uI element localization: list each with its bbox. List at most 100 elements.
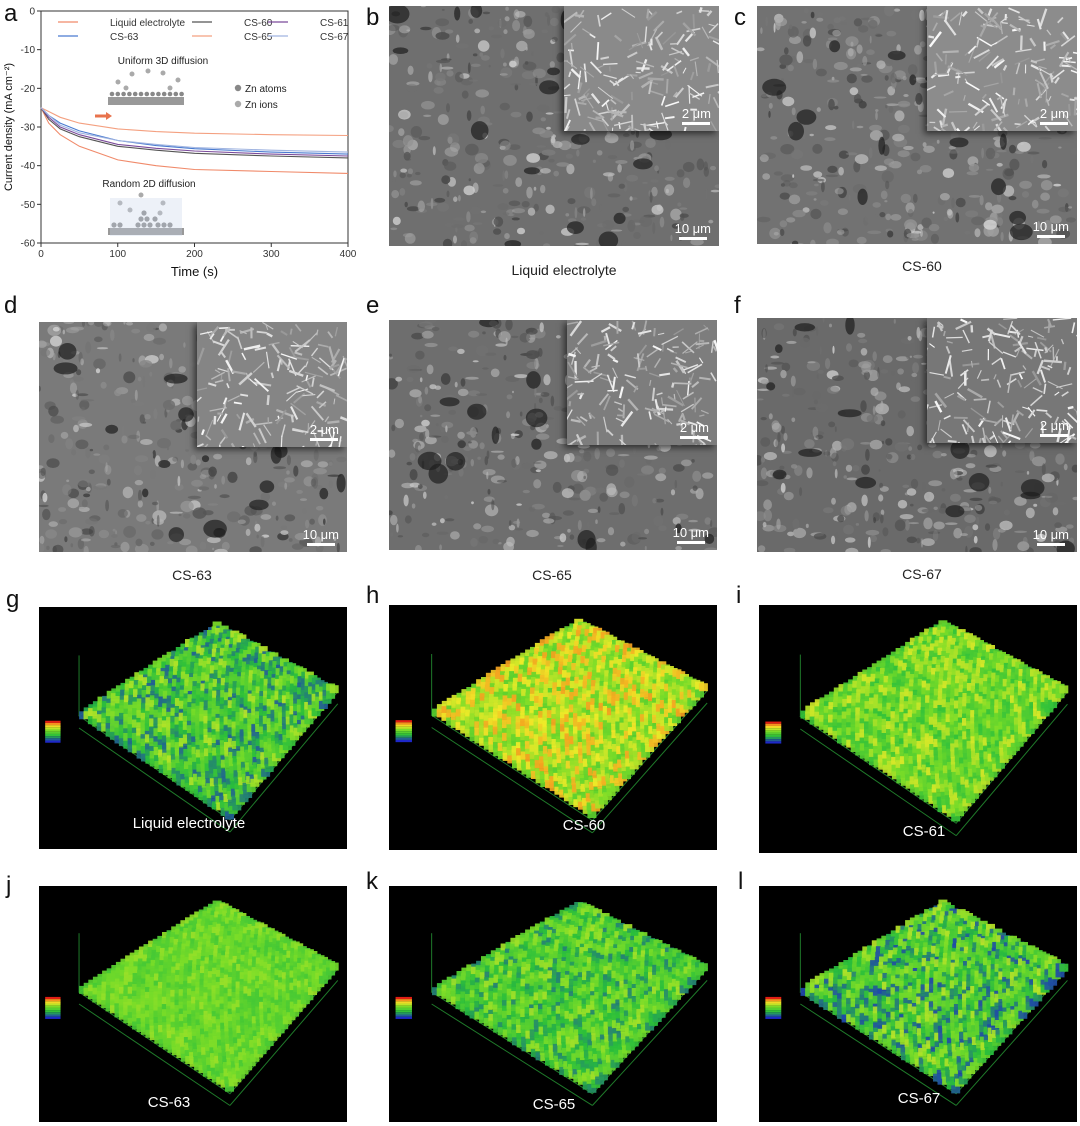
inset-flake [634, 128, 642, 131]
inset-flake [338, 436, 342, 447]
inset-flake [653, 328, 656, 337]
inset-flake [1061, 391, 1069, 397]
sem-grain [641, 465, 654, 475]
sem-grain [793, 387, 806, 396]
inset-flake [567, 389, 579, 401]
inset-flake [963, 94, 966, 101]
inset-flake [674, 382, 692, 385]
inset-flake [988, 341, 1004, 354]
inset-flake [581, 97, 592, 102]
inset-flake [973, 125, 981, 131]
sem-grain [985, 202, 993, 211]
sem-grain [955, 212, 960, 223]
sem-grain [485, 352, 497, 356]
sem-grain [832, 345, 835, 354]
y-tick-label: 0 [29, 7, 35, 18]
sem-grain [853, 93, 862, 104]
surface-cell [460, 725, 470, 734]
inset-flake [692, 92, 705, 99]
sem-grain [869, 35, 872, 44]
inset-flake [1066, 57, 1072, 63]
inset-flake [197, 396, 202, 403]
sem-grain [468, 79, 479, 82]
inset-flake [311, 377, 315, 387]
sem-grain [85, 486, 91, 492]
inset-flake [220, 428, 229, 439]
inset-flake [695, 342, 710, 346]
sem-grain [545, 204, 555, 214]
sem-grain [426, 364, 434, 375]
inset-flake [565, 109, 571, 120]
inset-flake [629, 74, 635, 80]
sem-grain [411, 332, 424, 340]
inset-flake [317, 366, 329, 376]
inset-flake [262, 322, 274, 330]
sem-grain [521, 462, 532, 469]
sem-grain [757, 47, 765, 52]
surface-cell [483, 741, 493, 750]
sem-grain [1052, 507, 1059, 516]
sem-grain [441, 435, 449, 444]
surface-cell [474, 721, 484, 730]
sem-grain [418, 136, 431, 141]
sem-grain [139, 360, 153, 368]
sem-grain [183, 342, 186, 348]
sem-grain [508, 200, 521, 207]
sem-grain [627, 219, 636, 232]
sem-grain [48, 521, 58, 527]
sem-grain [527, 207, 536, 216]
sem-grain [617, 164, 622, 173]
sem-grain [178, 513, 182, 517]
sem-grain [515, 456, 520, 465]
sem-grain [511, 208, 526, 214]
inset-flake [944, 355, 952, 374]
sem-grain [702, 472, 714, 479]
sem-grain [532, 68, 546, 79]
sem-grain [577, 470, 588, 483]
inset-flake [600, 12, 612, 21]
surface-cell [488, 717, 498, 726]
surface-cell [529, 712, 539, 721]
sem-grain [894, 110, 905, 122]
surface-cell [535, 768, 545, 777]
sem-grain [540, 168, 551, 174]
inset-flake [296, 388, 309, 393]
scale-bar-line [676, 541, 705, 544]
sem-grain [550, 17, 559, 27]
sem-grain [174, 483, 184, 491]
surface-cell [225, 811, 234, 820]
sem-pit [1009, 223, 1033, 241]
sem-grain [921, 508, 936, 513]
sem-grain [510, 111, 522, 118]
inset-flake [970, 407, 987, 420]
inset-flake [210, 371, 226, 380]
inset-flake [939, 120, 944, 128]
sem-grain [691, 459, 695, 463]
inset-flake [610, 98, 617, 105]
scale-bar: 10 μm [1033, 527, 1069, 546]
sem-grain [812, 390, 822, 400]
surface-cell [542, 652, 552, 661]
sem-grain [857, 332, 866, 338]
inset-flake [589, 33, 596, 39]
sem-grain [67, 498, 80, 509]
sem-grain [928, 442, 937, 448]
surface-cell [511, 720, 521, 729]
inset-flake [618, 77, 624, 82]
sem-grain [592, 159, 596, 163]
surface-cell [543, 753, 553, 762]
sem-grain [132, 358, 135, 363]
x-tick-label: 400 [340, 249, 357, 260]
sem-grain [522, 61, 537, 71]
inset-flake [1004, 417, 1012, 432]
sem-grain [327, 474, 341, 477]
sem-grain [534, 358, 539, 370]
color-scale-bar [395, 720, 412, 743]
inset-flake [236, 413, 241, 420]
sem-grain [938, 507, 947, 514]
sem-grain [867, 230, 882, 235]
surface-cell [521, 766, 531, 775]
sem-grain [630, 219, 645, 223]
sem-grain [1000, 231, 1004, 242]
sem-grain [177, 475, 181, 487]
